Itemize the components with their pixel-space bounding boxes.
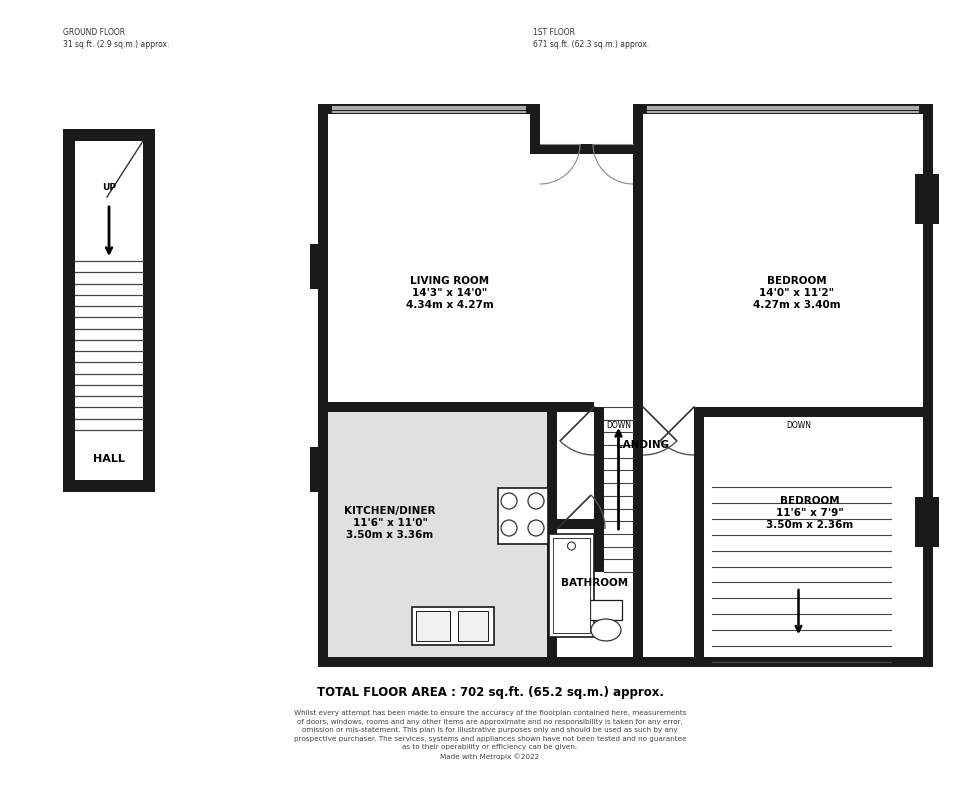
Bar xyxy=(594,407,604,573)
Bar xyxy=(310,448,328,492)
Text: 1ST FLOOR
671 sq.ft. (62.3 sq.m.) approx.: 1ST FLOOR 671 sq.ft. (62.3 sq.m.) approx… xyxy=(533,28,649,49)
Text: UP: UP xyxy=(102,184,116,192)
Bar xyxy=(694,407,923,418)
Bar xyxy=(633,105,643,155)
Bar xyxy=(63,130,75,492)
Bar xyxy=(328,407,557,657)
Bar xyxy=(328,407,390,480)
Bar xyxy=(694,407,704,667)
Bar xyxy=(633,407,643,573)
Bar xyxy=(318,105,328,667)
Text: HALL: HALL xyxy=(93,453,124,464)
Bar xyxy=(553,538,590,634)
Bar xyxy=(318,657,933,667)
Text: BEDROOM
14'0" x 11'2"
4.27m x 3.40m: BEDROOM 14'0" x 11'2" 4.27m x 3.40m xyxy=(754,276,841,310)
Bar xyxy=(416,611,450,642)
Bar xyxy=(530,105,540,155)
Bar xyxy=(547,403,557,667)
Bar xyxy=(915,497,939,547)
Bar xyxy=(915,175,939,225)
Bar xyxy=(590,600,622,620)
Bar xyxy=(328,403,594,412)
Text: LANDING: LANDING xyxy=(616,439,669,449)
Bar xyxy=(547,520,604,529)
Bar xyxy=(530,145,643,155)
Bar xyxy=(633,115,643,407)
Text: KITCHEN/DINER
11'6" x 11'0"
3.50m x 3.36m: KITCHEN/DINER 11'6" x 11'0" 3.50m x 3.36… xyxy=(344,506,436,539)
Text: LIVING ROOM
14'3" x 14'0"
4.34m x 4.27m: LIVING ROOM 14'3" x 14'0" 4.34m x 4.27m xyxy=(406,276,494,310)
Bar xyxy=(633,105,933,115)
Text: DOWN: DOWN xyxy=(606,421,631,430)
Bar xyxy=(498,488,548,545)
Bar xyxy=(63,130,155,142)
Bar xyxy=(923,105,933,667)
Ellipse shape xyxy=(591,619,621,642)
Bar xyxy=(318,105,540,115)
Bar xyxy=(143,130,155,492)
Bar xyxy=(549,534,594,638)
Bar xyxy=(310,245,328,290)
Bar xyxy=(458,611,488,642)
Bar xyxy=(412,607,494,645)
Text: Whilst every attempt has been made to ensure the accuracy of the floorplan conta: Whilst every attempt has been made to en… xyxy=(294,709,686,759)
Text: BATHROOM: BATHROOM xyxy=(562,577,628,587)
Bar xyxy=(633,520,643,667)
Text: TOTAL FLOOR AREA : 702 sq.ft. (65.2 sq.m.) approx.: TOTAL FLOOR AREA : 702 sq.ft. (65.2 sq.m… xyxy=(317,686,663,699)
Circle shape xyxy=(567,542,575,550)
Text: DOWN: DOWN xyxy=(786,421,811,430)
Bar xyxy=(63,480,155,492)
Text: BEDROOM
11'6" x 7'9"
3.50m x 2.36m: BEDROOM 11'6" x 7'9" 3.50m x 2.36m xyxy=(766,496,854,529)
Text: GROUND FLOOR
31 sq.ft. (2.9 sq.m.) approx.: GROUND FLOOR 31 sq.ft. (2.9 sq.m.) appro… xyxy=(63,28,170,49)
